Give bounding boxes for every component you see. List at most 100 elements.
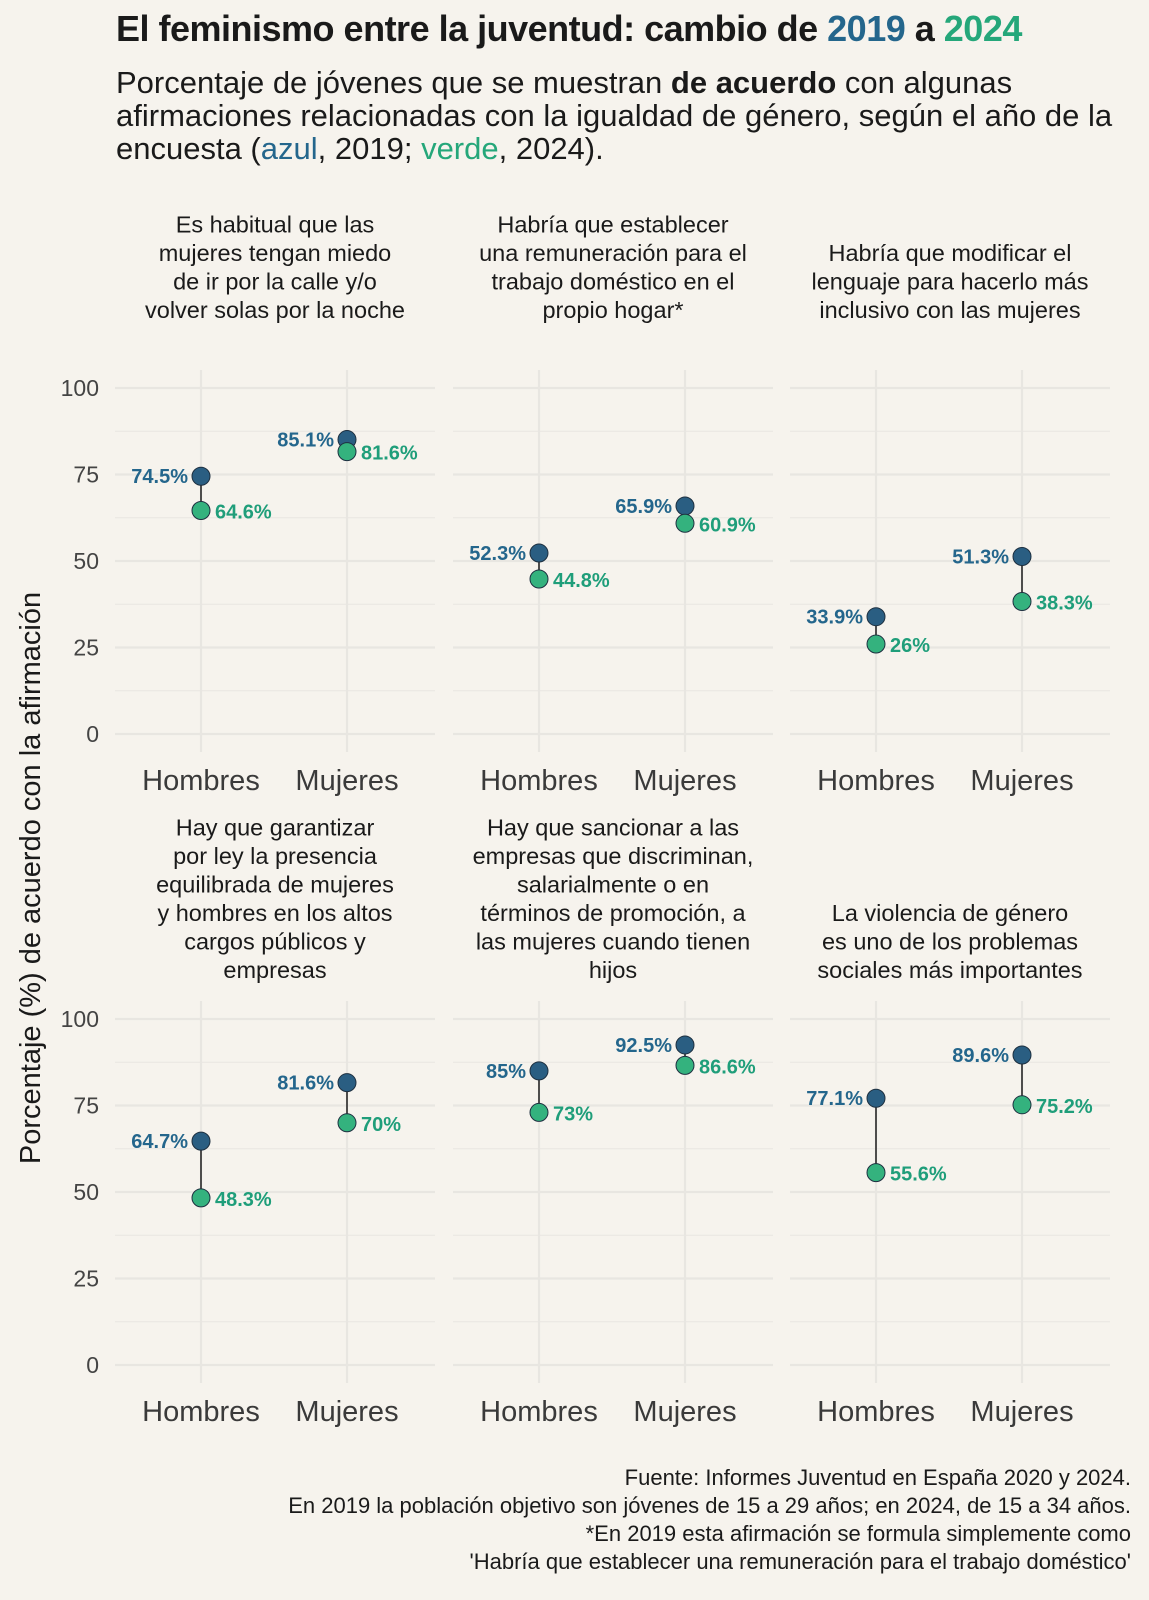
x-category-label: Hombres [142,765,260,797]
x-category-label: Mujeres [295,1396,398,1428]
title-connector: a [905,8,944,49]
panel-title-line: inclusivo con las mujeres [819,297,1080,323]
data-label-2019: 85.1% [277,430,334,452]
point-2024 [337,442,357,462]
y-tick-label: 75 [73,462,99,488]
data-label-2019: 64.7% [131,1131,188,1153]
panel-title-line: equilibrada de mujeres [156,872,394,898]
data-label-2019: 77.1% [806,1088,863,1110]
x-category-label: Mujeres [970,765,1073,797]
data-label-2019: 74.5% [131,466,188,488]
point-2024 [866,634,886,654]
data-label-2024: 38.3% [1036,592,1093,614]
point-2024 [675,1055,695,1075]
panel-title-line: lenguaje para hacerlo más [812,269,1089,295]
dumbbell-chart: Porcentaje (%) de acuerdo con la afirmac… [15,212,1110,1428]
data-label-2019: 89.6% [952,1045,1009,1067]
panel-title-line: Es habitual que las [176,212,375,238]
footer-source: Fuente: Informes Juventud en España 2020… [624,1465,1131,1490]
data-label-2024: 55.6% [890,1164,947,1186]
point-2024 [191,500,211,520]
y-tick-label: 0 [86,1352,99,1378]
panel-title-line: Habría que modificar el [829,240,1072,266]
x-category-label: Hombres [142,1396,260,1428]
footer-notes: Fuente: Informes Juventud en España 2020… [288,1464,1131,1576]
panel-title-line: términos de promoción, a [480,900,746,926]
point-2024 [529,1102,549,1122]
data-label-2024: 44.8% [553,570,610,592]
point-2019 [191,1131,211,1151]
chart-subtitle: Porcentaje de jóvenes que se muestran de… [116,66,1126,165]
panel-title-line: de ir por la calle y/o [173,269,377,295]
data-label-2019: 81.6% [277,1073,334,1095]
point-2019 [866,607,886,627]
subtitle-part3: , 2019; [317,131,422,166]
y-tick-label: 50 [73,548,99,574]
subtitle-part1: Porcentaje de jóvenes que se muestran [116,65,671,100]
panel-title-line: trabajo doméstico en el [492,269,735,295]
point-2019 [337,1073,357,1093]
y-tick-label: 100 [61,375,99,401]
chart-title: El feminismo entre la juventud: cambio d… [116,8,1022,50]
data-label-2024: 73% [553,1103,593,1125]
y-axis-label: Porcentaje (%) de acuerdo con la afirmac… [15,592,47,1164]
point-2024 [337,1113,357,1133]
subtitle-azul: azul [260,131,318,166]
panel-title-line: hijos [589,957,637,983]
point-2024 [529,569,549,589]
point-2024 [675,513,695,533]
panel-title-line: salarialmente o en [517,872,709,898]
x-category-label: Hombres [817,1396,935,1428]
y-tick-label: 50 [73,1179,99,1205]
point-2019 [1012,547,1032,567]
point-2019 [1012,1045,1032,1065]
y-tick-label: 25 [73,635,99,661]
y-tick-label: 0 [86,721,99,747]
data-label-2019: 52.3% [469,543,526,565]
panel-title-line: Hay que sancionar a las [487,815,739,841]
data-label-2024: 81.6% [361,443,418,465]
panel-title-line: Hay que garantizar [176,815,375,841]
data-label-2019: 65.9% [615,496,672,518]
point-2019 [529,1061,549,1081]
y-tick-label: 25 [73,1266,99,1292]
subtitle-bold: de acuerdo [670,65,837,100]
point-2019 [675,1035,695,1055]
title-year-2019: 2019 [827,8,906,49]
data-label-2019: 33.9% [806,607,863,629]
panel-title-line: empresas [223,957,326,983]
panel-title-line: una remuneración para el [479,240,747,266]
title-year-2024: 2024 [943,8,1023,49]
subtitle-part4: , 2024). [498,131,604,166]
footer-asterisk-note: *En 2019 esta afirmación se formula simp… [585,1521,1131,1546]
panel-title-line: por ley la presencia [173,843,378,869]
panel-title-line: mujeres tengan miedo [159,240,392,266]
data-label-2024: 60.9% [699,514,756,536]
panel-title-line: volver solas por la noche [145,297,405,323]
point-2019 [866,1088,886,1108]
panel-title-line: y hombres en los altos [157,900,392,926]
panel-title-line: La violencia de género [832,900,1068,926]
data-label-2024: 64.6% [215,501,272,523]
x-category-label: Mujeres [633,765,736,797]
data-label-2024: 48.3% [215,1189,272,1211]
data-label-2019: 85% [486,1061,526,1083]
data-label-2024: 70% [361,1114,401,1136]
point-2024 [191,1188,211,1208]
panel-title-line: sociales más importantes [817,957,1082,983]
panel-title-line: las mujeres cuando tienen [476,929,750,955]
panel-title-line: cargos públicos y [184,929,366,955]
panel-title-line: empresas que discriminan, [473,843,754,869]
panel-title-line: propio hogar* [542,297,683,323]
subtitle-part2: con algunas afirmaciones relacionadas co… [116,65,1113,166]
panel-title-line: es uno de los problemas [822,929,1078,955]
footer-population-note: En 2019 la población objetivo son jóvene… [288,1493,1131,1518]
footer-asterisk-quote: 'Habría que establecer una remuneración … [469,1549,1131,1574]
data-label-2019: 92.5% [615,1035,672,1057]
x-category-label: Hombres [480,1396,598,1428]
subtitle-verde: verde [421,131,499,166]
point-2019 [191,466,211,486]
x-category-label: Mujeres [970,1396,1073,1428]
x-category-label: Hombres [480,765,598,797]
point-2019 [529,543,549,563]
